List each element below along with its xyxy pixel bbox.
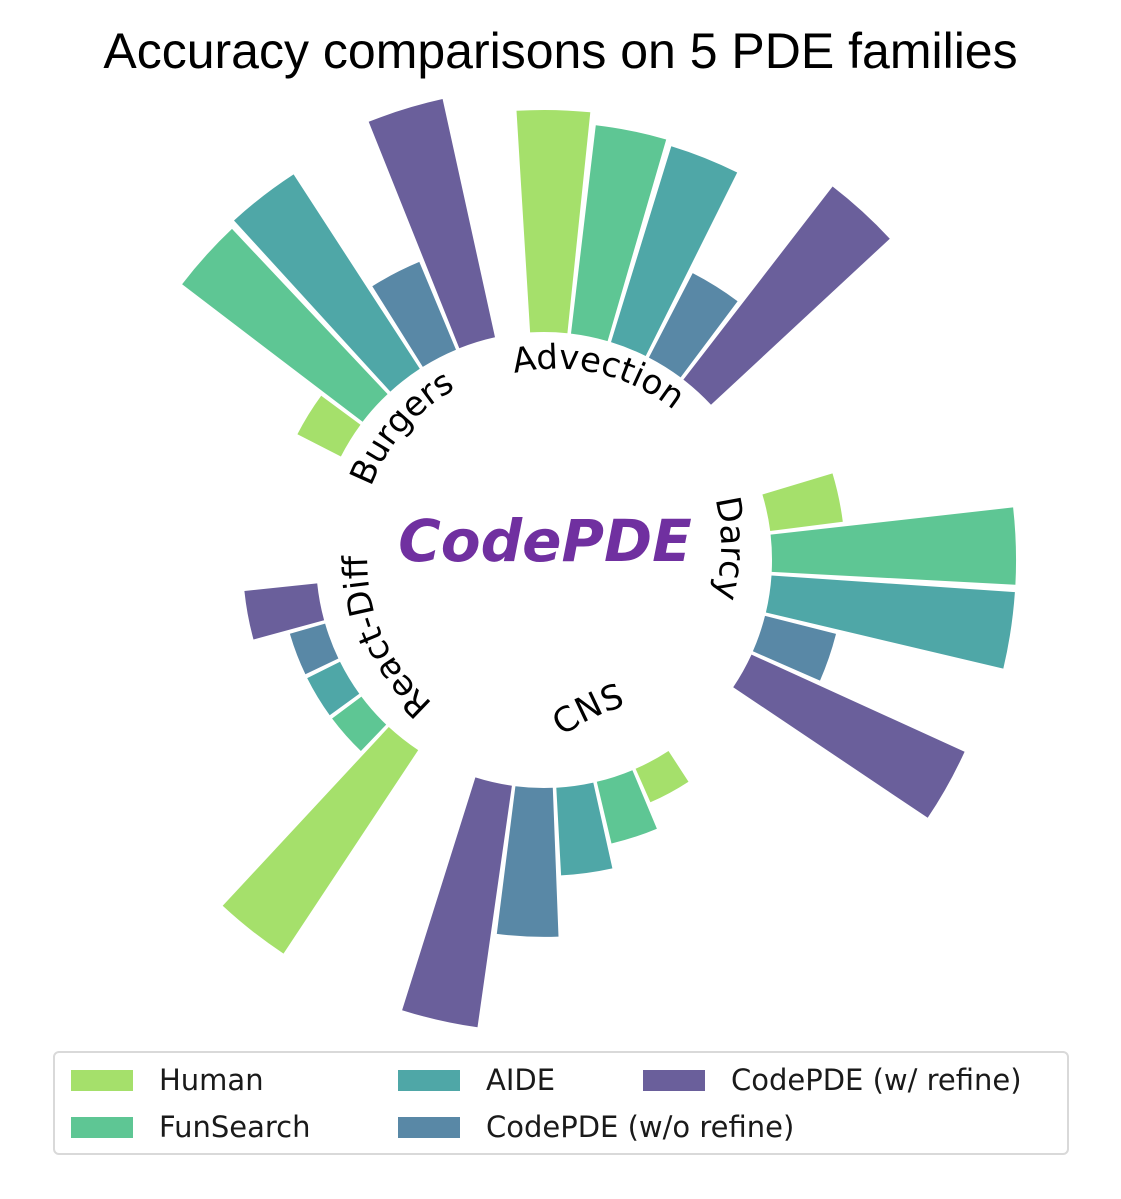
legend-label-human: Human	[159, 1063, 264, 1097]
legend-item-codepde-w-refine: CodePDE (w/ refine)	[643, 1060, 1022, 1100]
legend-label-funsearch: FunSearch	[159, 1110, 311, 1144]
legend-swatch-human	[71, 1069, 133, 1091]
bar-cns-codepde-w-refine	[402, 777, 512, 1028]
legend: Human FunSearch AIDE CodePDE (w/o refine…	[53, 1051, 1069, 1155]
legend-item-aide: AIDE	[398, 1060, 555, 1100]
bar-advection-aide	[611, 146, 738, 356]
bar-advection-human	[516, 109, 591, 334]
chart-title: Accuracy comparisons on 5 PDE families	[103, 23, 1018, 79]
legend-swatch-codepde-wo-refine	[398, 1116, 460, 1138]
bar-burgers-funsearch	[182, 228, 388, 422]
bar-burgers-codepde-w-refine	[368, 99, 495, 349]
bar-cns-aide	[556, 782, 613, 876]
bar-advection-codepde-w-refine	[683, 186, 890, 405]
bar-burgers-aide	[234, 174, 420, 392]
bar-cns-human	[635, 751, 689, 803]
bars-group	[182, 99, 1017, 1028]
family-label-cns: CNS	[545, 676, 628, 744]
bar-react-diff-aide	[307, 661, 360, 716]
legend-item-codepde-wo-refine: CodePDE (w/o refine)	[398, 1107, 794, 1147]
bar-cns-funsearch	[596, 770, 657, 844]
bar-darcy-aide	[765, 575, 1015, 669]
bar-react-diff-codepde-w-refine	[244, 583, 325, 640]
legend-swatch-codepde-w-refine	[643, 1069, 705, 1091]
bar-burgers-human	[297, 395, 361, 457]
legend-swatch-aide	[398, 1069, 460, 1091]
bar-react-diff-funsearch	[332, 696, 387, 751]
legend-label-codepde-w-refine: CodePDE (w/ refine)	[731, 1063, 1022, 1097]
bar-darcy-codepde-w-o-refine	[752, 615, 836, 681]
bar-darcy-human	[762, 473, 843, 531]
legend-item-funsearch: FunSearch	[71, 1107, 311, 1147]
legend-item-human: Human	[71, 1060, 264, 1100]
bar-burgers-codepde-w-o-refine	[372, 261, 456, 367]
bar-react-diff-human	[222, 727, 419, 954]
family-label-darcy: Darcy	[706, 493, 753, 604]
bar-advection-funsearch	[571, 125, 667, 342]
legend-swatch-funsearch	[71, 1116, 133, 1138]
bar-darcy-funsearch	[770, 507, 1017, 585]
bar-darcy-codepde-w-refine	[733, 654, 965, 818]
center-label: CodePDE	[398, 507, 692, 575]
bar-react-diff-codepde-w-o-refine	[289, 623, 339, 675]
legend-label-codepde-wo-refine: CodePDE (w/o refine)	[486, 1110, 795, 1144]
bar-advection-codepde-w-o-refine	[648, 273, 738, 378]
bar-cns-codepde-w-o-refine	[496, 786, 559, 937]
legend-label-aide: AIDE	[486, 1063, 556, 1097]
family-label-react-diff: React-Diff	[336, 553, 439, 725]
